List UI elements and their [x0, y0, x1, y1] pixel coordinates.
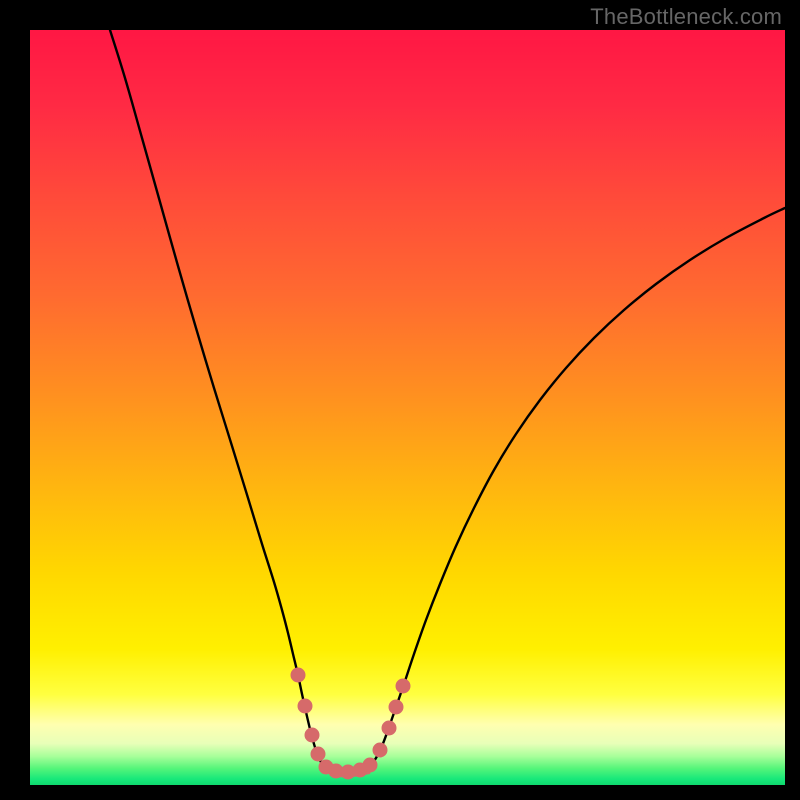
curve-marker — [373, 743, 387, 757]
curve-marker — [396, 679, 410, 693]
curve-marker — [291, 668, 305, 682]
chart-container: TheBottleneck.com — [0, 0, 800, 800]
main-curve-line — [110, 30, 785, 772]
curve-marker — [389, 700, 403, 714]
bottleneck-curve — [30, 30, 785, 785]
curve-marker — [363, 758, 377, 772]
curve-marker — [382, 721, 396, 735]
watermark-text: TheBottleneck.com — [590, 4, 782, 30]
curve-marker — [305, 728, 319, 742]
plot-area — [30, 30, 785, 785]
curve-marker — [298, 699, 312, 713]
curve-marker — [311, 747, 325, 761]
